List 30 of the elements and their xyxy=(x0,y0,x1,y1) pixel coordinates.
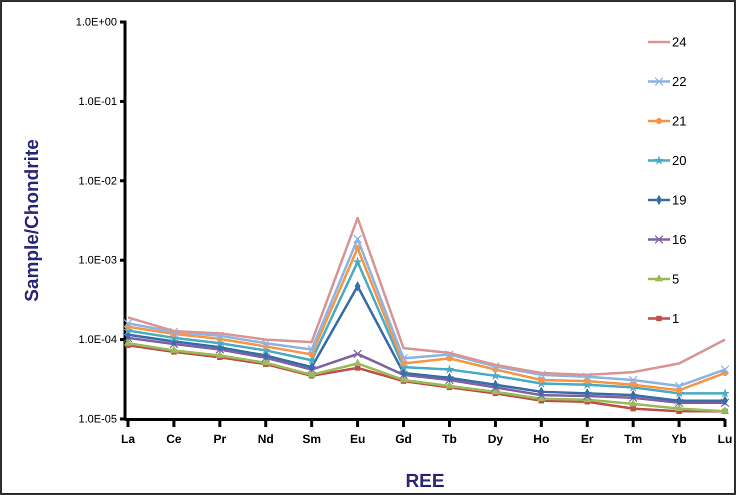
x-tick-label: La xyxy=(120,432,136,446)
x-tick-label: Tm xyxy=(624,432,642,446)
x-tick-label: Nd xyxy=(258,432,274,446)
x-tick-label: Dy xyxy=(488,432,504,446)
legend-label: 22 xyxy=(672,74,686,90)
legend-label: 19 xyxy=(672,192,686,208)
x-tick-label: Lu xyxy=(718,432,732,446)
x-tick-label: Ho xyxy=(533,432,550,446)
y-tick-label: 1.0E-02 xyxy=(78,175,117,188)
legend-label: 16 xyxy=(672,232,686,248)
legend-label: 20 xyxy=(672,153,686,168)
x-tick-label: Gd xyxy=(395,432,412,446)
y-tick-label: 1.0E+00 xyxy=(76,16,117,29)
x-tick-label: Ce xyxy=(166,432,182,446)
x-tick-label: Pr xyxy=(214,432,227,446)
legend-label: 1 xyxy=(672,311,680,326)
y-tick-label: 1.0E-01 xyxy=(78,96,117,108)
legend-label: 5 xyxy=(672,272,680,287)
legend-label: 21 xyxy=(672,114,686,129)
x-tick-label: Er xyxy=(580,432,594,446)
y-tick-label: 1.0E-05 xyxy=(78,414,117,426)
x-tick-label: Sm xyxy=(302,432,322,446)
x-tick-label: Eu xyxy=(350,432,366,446)
x-tick-label: Tb xyxy=(442,432,457,446)
x-tick-label: Yb xyxy=(671,432,687,446)
y-tick-label: 1.0E-04 xyxy=(78,334,117,346)
x-axis-title: REE xyxy=(405,471,445,492)
y-tick-label: 1.0E-03 xyxy=(78,254,117,267)
legend-label: 24 xyxy=(672,34,686,50)
y-axis-title: Sample/Chondrite xyxy=(22,139,43,302)
